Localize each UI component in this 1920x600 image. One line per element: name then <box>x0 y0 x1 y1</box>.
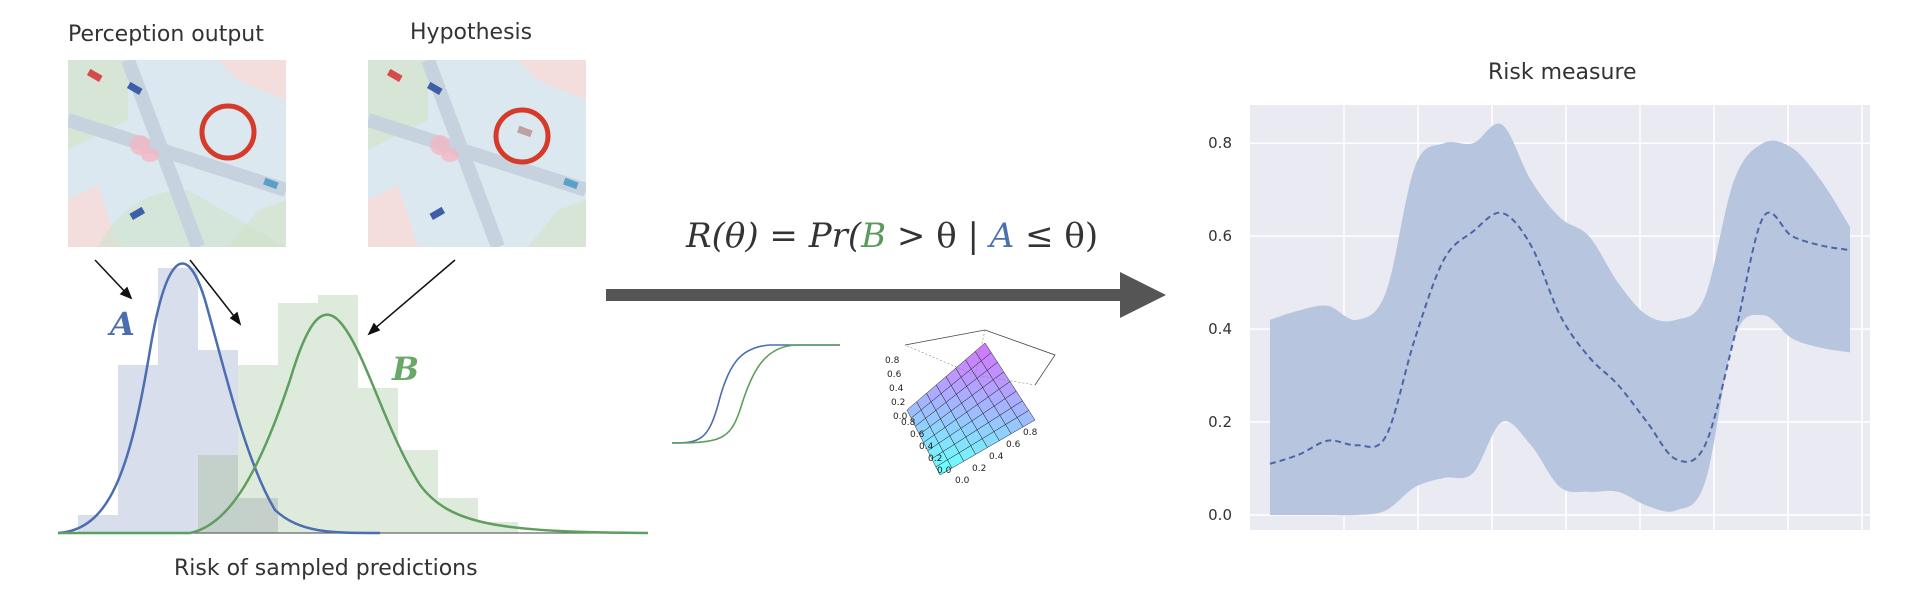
formula-mid: > θ | <box>886 216 990 256</box>
distribution-caption: Risk of sampled predictions <box>174 556 478 581</box>
surface-tick-label: 0.6 <box>1006 440 1021 450</box>
surface-tick-label: 0.8 <box>1023 428 1038 438</box>
formula-b: B <box>861 216 887 256</box>
label-a: A <box>110 305 135 343</box>
label-b: B <box>392 350 420 388</box>
surface-tick-label: 0.6 <box>910 430 925 440</box>
surface-mini-plot: 0.80.60.40.20.00.80.60.40.20.00.00.20.40… <box>885 329 1056 485</box>
surface-tick-label: 0.2 <box>891 398 905 408</box>
hypothesis-scene-image <box>368 60 586 247</box>
surface-tick-label: 0.0 <box>937 466 952 476</box>
surface-cell <box>974 342 992 362</box>
distribution-plot <box>57 259 649 535</box>
surface-tick-label: 0.0 <box>955 476 970 485</box>
chart-title: Risk measure <box>1488 60 1637 85</box>
hypothesis-title: Hypothesis <box>410 20 533 45</box>
perception-scene-image <box>68 60 286 247</box>
surface-tick-label: 0.0 <box>893 412 908 422</box>
distribution-curve-b <box>58 313 649 535</box>
y-tick-label: 0.4 <box>1208 320 1232 338</box>
surface-tick-label: 0.4 <box>889 384 904 394</box>
y-tick-label: 0.6 <box>1208 227 1232 245</box>
formula-rhs: ≤ θ) <box>1014 216 1099 256</box>
perception-output-title: Perception output <box>68 22 264 47</box>
formula-a: A <box>989 216 1015 256</box>
surface-tick-label: 0.6 <box>887 370 902 380</box>
connector-arrows <box>94 259 456 336</box>
histogram-b <box>198 295 518 533</box>
y-tick-label: 0.8 <box>1208 134 1232 152</box>
y-tick-label: 0.2 <box>1208 413 1232 431</box>
main-arrow <box>606 272 1166 318</box>
y-tick-label: 0.0 <box>1208 506 1232 524</box>
risk-formula: R(θ) = Pr(B > θ | A ≤ θ) <box>686 216 1098 256</box>
surface-tick-label: 0.8 <box>901 418 916 428</box>
surface-tick-label: 0.4 <box>919 442 934 452</box>
surface-tick-label: 0.4 <box>989 452 1004 462</box>
cdf-mini-plot <box>671 344 840 444</box>
surface-tick-label: 0.2 <box>972 464 986 474</box>
surface-tick-label: 0.2 <box>928 454 942 464</box>
distribution-curve-a <box>57 262 381 535</box>
risk-confidence-band <box>1270 123 1850 516</box>
formula-lhs: R(θ) = Pr( <box>686 216 862 256</box>
risk-measure-chart: 0.0 0.2 0.4 0.6 0.8 <box>1208 105 1870 530</box>
surface-tick-label: 0.8 <box>885 356 900 366</box>
